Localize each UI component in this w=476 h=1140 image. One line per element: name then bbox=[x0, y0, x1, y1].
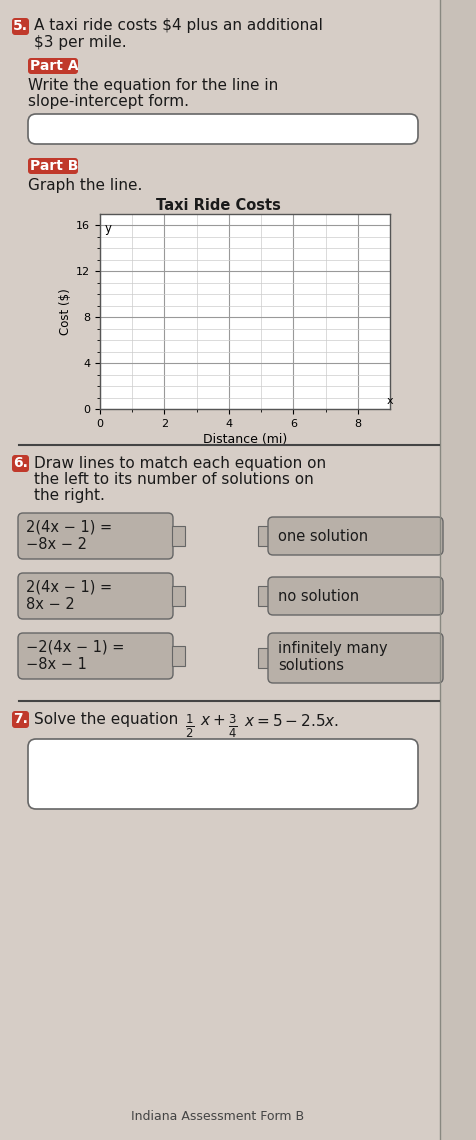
Text: $\frac{1}{2}$: $\frac{1}{2}$ bbox=[185, 712, 194, 740]
Bar bbox=[172, 586, 185, 606]
Text: Part A: Part A bbox=[30, 59, 79, 73]
Text: infinitely many: infinitely many bbox=[278, 641, 387, 656]
Text: 2(4x − 1) =: 2(4x − 1) = bbox=[26, 520, 112, 535]
Text: one solution: one solution bbox=[278, 529, 367, 544]
Text: Solve the equation: Solve the equation bbox=[34, 712, 183, 727]
Text: $x = 5 - 2.5x.$: $x = 5 - 2.5x.$ bbox=[244, 712, 338, 728]
Text: $x +$: $x +$ bbox=[199, 712, 225, 728]
FancyBboxPatch shape bbox=[28, 158, 78, 174]
Bar bbox=[258, 526, 269, 546]
Text: −8x − 2: −8x − 2 bbox=[26, 537, 87, 552]
Bar bbox=[439, 0, 476, 1140]
FancyBboxPatch shape bbox=[12, 711, 29, 728]
FancyBboxPatch shape bbox=[28, 114, 417, 144]
Text: solutions: solutions bbox=[278, 658, 343, 673]
Text: slope-intercept form.: slope-intercept form. bbox=[28, 93, 188, 109]
Text: the left to its number of solutions on: the left to its number of solutions on bbox=[34, 472, 313, 487]
Text: Write the equation for the line in: Write the equation for the line in bbox=[28, 78, 278, 93]
FancyBboxPatch shape bbox=[18, 573, 173, 619]
FancyBboxPatch shape bbox=[18, 513, 173, 559]
Text: 5.: 5. bbox=[13, 19, 28, 33]
FancyBboxPatch shape bbox=[268, 577, 442, 614]
Text: 8x − 2: 8x − 2 bbox=[26, 597, 75, 612]
Text: the right.: the right. bbox=[34, 488, 105, 503]
Text: A taxi ride costs $4 plus an additional: A taxi ride costs $4 plus an additional bbox=[34, 18, 322, 33]
Text: −8x − 1: −8x − 1 bbox=[26, 657, 87, 671]
Text: Part B: Part B bbox=[30, 158, 78, 173]
Text: Draw lines to match each equation on: Draw lines to match each equation on bbox=[34, 456, 326, 471]
FancyBboxPatch shape bbox=[28, 58, 78, 74]
FancyBboxPatch shape bbox=[268, 518, 442, 555]
Text: $\frac{3}{4}$: $\frac{3}{4}$ bbox=[228, 712, 237, 740]
Text: Graph the line.: Graph the line. bbox=[28, 178, 142, 193]
Text: x: x bbox=[386, 396, 393, 406]
Bar bbox=[258, 648, 269, 668]
Text: 2(4x − 1) =: 2(4x − 1) = bbox=[26, 580, 112, 595]
Bar bbox=[172, 526, 185, 546]
FancyBboxPatch shape bbox=[12, 455, 29, 472]
FancyBboxPatch shape bbox=[18, 633, 173, 679]
Text: 6.: 6. bbox=[13, 456, 28, 470]
Text: −2(4x − 1) =: −2(4x − 1) = bbox=[26, 640, 124, 656]
Bar bbox=[172, 646, 185, 666]
X-axis label: Distance (mi): Distance (mi) bbox=[202, 433, 287, 446]
FancyBboxPatch shape bbox=[12, 18, 29, 35]
Bar bbox=[258, 586, 269, 606]
Text: Taxi Ride Costs: Taxi Ride Costs bbox=[155, 198, 280, 213]
Text: y: y bbox=[105, 222, 111, 235]
Text: 7.: 7. bbox=[13, 712, 28, 726]
Text: Indiana Assessment Form B: Indiana Assessment Form B bbox=[131, 1110, 304, 1123]
Y-axis label: Cost ($): Cost ($) bbox=[59, 288, 72, 335]
FancyBboxPatch shape bbox=[268, 633, 442, 683]
FancyBboxPatch shape bbox=[28, 739, 417, 809]
Text: no solution: no solution bbox=[278, 589, 358, 604]
Text: $3 per mile.: $3 per mile. bbox=[34, 35, 126, 50]
